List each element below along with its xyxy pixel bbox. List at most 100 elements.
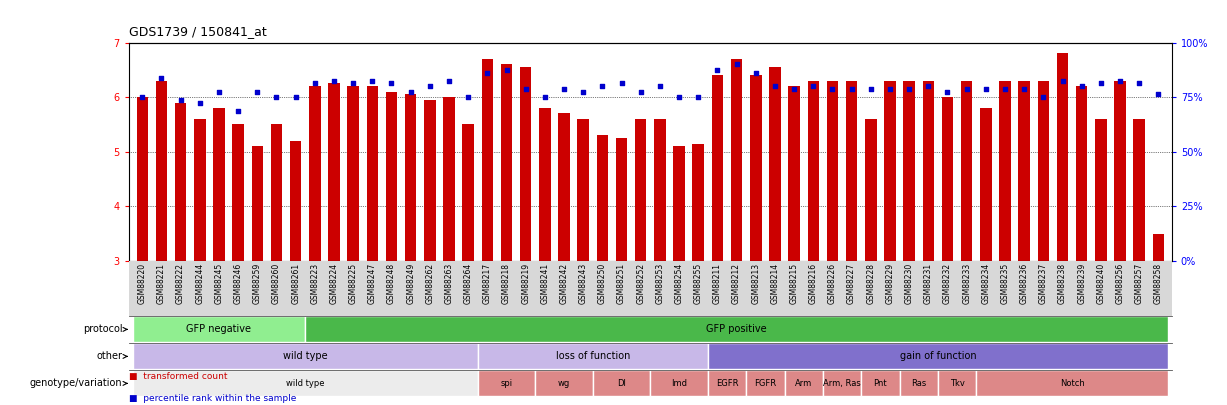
Bar <box>194 119 205 261</box>
Bar <box>443 97 455 261</box>
Bar <box>463 124 474 261</box>
Bar <box>1076 86 1087 261</box>
Text: GSM88248: GSM88248 <box>387 262 396 304</box>
Bar <box>539 108 551 261</box>
Text: GSM88242: GSM88242 <box>560 262 568 304</box>
Bar <box>520 67 531 261</box>
Bar <box>712 75 723 261</box>
Point <box>1053 77 1072 84</box>
Text: GSM88223: GSM88223 <box>310 262 319 304</box>
Text: GSM88245: GSM88245 <box>215 262 223 304</box>
Text: GSM88241: GSM88241 <box>540 262 550 304</box>
Bar <box>784 371 823 396</box>
Text: GSM88237: GSM88237 <box>1039 262 1048 304</box>
Text: FGFR: FGFR <box>755 379 777 388</box>
Text: GSM88250: GSM88250 <box>598 262 607 304</box>
Point <box>766 83 785 90</box>
Text: GSM88254: GSM88254 <box>675 262 683 304</box>
Text: GSM88218: GSM88218 <box>502 262 510 304</box>
Text: GSM88258: GSM88258 <box>1153 262 1163 304</box>
Text: GSM88262: GSM88262 <box>426 262 434 304</box>
Bar <box>827 81 838 261</box>
Text: GSM88212: GSM88212 <box>733 262 741 304</box>
Bar <box>593 371 650 396</box>
Text: GSM88226: GSM88226 <box>828 262 837 304</box>
Point <box>975 86 995 92</box>
Bar <box>558 113 569 261</box>
Text: GSM88259: GSM88259 <box>253 262 261 304</box>
Text: GSM88243: GSM88243 <box>579 262 588 304</box>
Bar <box>501 64 512 261</box>
Point <box>497 66 517 73</box>
Text: GSM88260: GSM88260 <box>272 262 281 304</box>
Point <box>1015 86 1034 92</box>
Point <box>324 77 344 84</box>
Bar <box>616 138 627 261</box>
Text: EGFR: EGFR <box>715 379 739 388</box>
Bar <box>980 108 991 261</box>
Bar <box>1134 119 1145 261</box>
Text: wg: wg <box>558 379 571 388</box>
Point <box>555 86 574 92</box>
Point <box>650 83 670 90</box>
Point <box>459 94 479 100</box>
Point <box>842 86 861 92</box>
Bar <box>1094 119 1107 261</box>
Point <box>631 88 650 95</box>
Bar <box>807 81 818 261</box>
Point <box>306 80 325 87</box>
Text: spi: spi <box>501 379 513 388</box>
Text: GDS1739 / 150841_at: GDS1739 / 150841_at <box>129 26 266 38</box>
Point <box>1091 80 1110 87</box>
Text: Arm: Arm <box>795 379 812 388</box>
Point <box>362 77 382 84</box>
Point <box>726 61 746 68</box>
Text: GSM88233: GSM88233 <box>962 262 971 304</box>
Point <box>919 83 939 90</box>
Point <box>477 69 497 76</box>
Point <box>612 80 632 87</box>
Bar <box>306 316 1168 342</box>
Text: GFP negative: GFP negative <box>187 324 252 335</box>
Bar <box>1056 53 1069 261</box>
Point <box>248 88 267 95</box>
Point <box>209 88 228 95</box>
Bar <box>654 119 665 261</box>
Bar <box>133 316 306 342</box>
Bar <box>405 94 416 261</box>
Bar <box>692 143 704 261</box>
Bar <box>1038 81 1049 261</box>
Bar <box>425 100 436 261</box>
Text: GSM88214: GSM88214 <box>771 262 779 304</box>
Point <box>669 94 688 100</box>
Bar <box>133 371 477 396</box>
Text: GSM88239: GSM88239 <box>1077 262 1086 304</box>
Bar <box>823 371 861 396</box>
Point <box>1129 80 1148 87</box>
Text: GSM88224: GSM88224 <box>330 262 339 304</box>
Point <box>133 94 152 100</box>
Bar <box>136 97 148 261</box>
Text: GSM88229: GSM88229 <box>886 262 894 304</box>
Bar <box>347 86 358 261</box>
Bar <box>156 81 167 261</box>
Text: GSM88246: GSM88246 <box>233 262 243 304</box>
Point <box>439 77 459 84</box>
Text: GSM88220: GSM88220 <box>137 262 147 304</box>
Bar <box>213 108 225 261</box>
Text: gain of function: gain of function <box>899 352 977 361</box>
Bar <box>1152 234 1164 261</box>
Bar <box>634 119 647 261</box>
Text: GSM88230: GSM88230 <box>904 262 914 304</box>
Point <box>593 83 612 90</box>
Bar <box>999 81 1011 261</box>
Text: GSM88231: GSM88231 <box>924 262 933 304</box>
Point <box>190 99 210 106</box>
Point <box>1072 83 1092 90</box>
Bar <box>788 86 800 261</box>
Bar <box>271 124 282 261</box>
Bar <box>731 59 742 261</box>
Point <box>957 86 977 92</box>
Bar <box>477 371 535 396</box>
Point <box>861 86 881 92</box>
